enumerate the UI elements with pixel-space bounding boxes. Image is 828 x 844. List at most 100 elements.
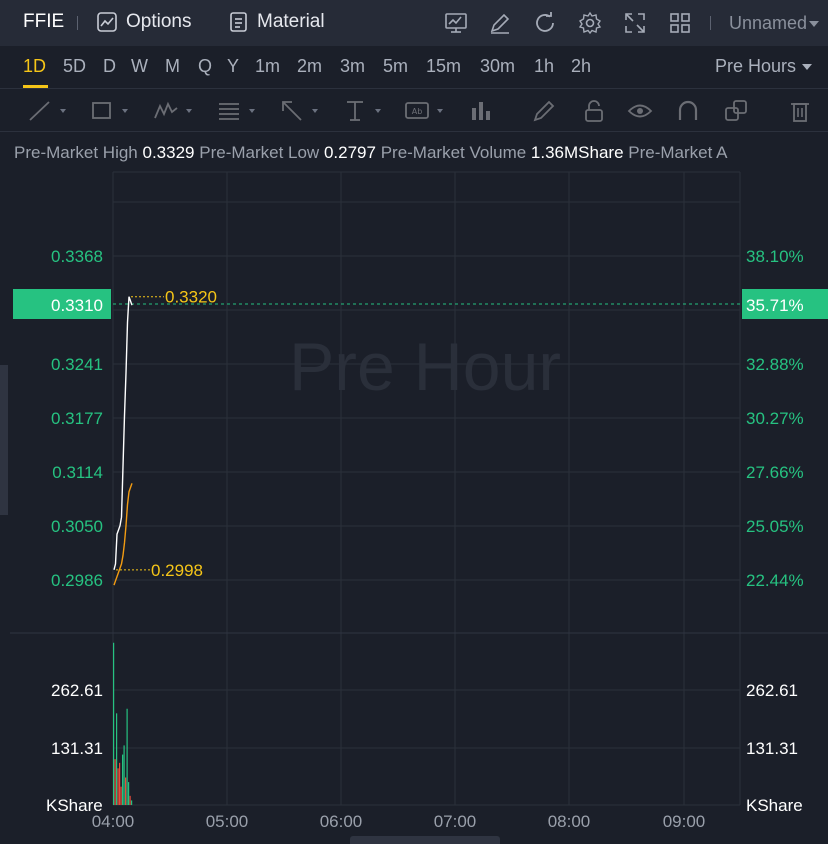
volume-tick-label: 262.61 xyxy=(746,681,798,700)
bottom-panel-handle[interactable] xyxy=(350,836,500,844)
interval-3m[interactable]: 3m xyxy=(340,56,366,76)
percent-tick-label: 32.88% xyxy=(746,355,804,374)
text-measure-icon[interactable] xyxy=(342,98,368,124)
price-markers: 0.3320 0.2998 xyxy=(116,288,217,580)
active-interval-indicator xyxy=(23,85,48,88)
percent-tick-label: 30.27% xyxy=(746,409,804,428)
time-tick-label: 08:00 xyxy=(548,812,591,831)
interval-y[interactable]: Y xyxy=(227,56,240,76)
interval-1h[interactable]: 1h xyxy=(534,56,555,76)
interval-q[interactable]: Q xyxy=(198,56,213,76)
material-button[interactable]: Material xyxy=(229,11,325,33)
high-label: Pre-Market High xyxy=(14,143,138,162)
current-price-badge xyxy=(13,289,111,319)
chevron-down-icon xyxy=(375,109,381,113)
interval-5d[interactable]: 5D xyxy=(63,56,87,76)
interval-5m[interactable]: 5m xyxy=(383,56,409,76)
fib-icon[interactable] xyxy=(216,98,242,124)
eye-icon[interactable] xyxy=(627,98,653,124)
interval-1d[interactable]: 1D xyxy=(23,56,47,76)
volume-value: 1.36MShare xyxy=(530,143,624,162)
chart-monitor-icon[interactable] xyxy=(444,11,468,35)
price-tick-label: 0.2986 xyxy=(51,571,103,590)
percent-tick-label: 27.66% xyxy=(746,463,804,482)
volume-bar xyxy=(119,762,121,805)
volume-label: Pre-Market Volume xyxy=(380,143,527,162)
time-axis-labels: 04:00 05:00 06:00 07:00 08:00 09:00 xyxy=(92,812,706,831)
time-tick-label: 09:00 xyxy=(663,812,706,831)
interval-15m[interactable]: 15m xyxy=(426,56,462,76)
chevron-down-icon xyxy=(802,64,813,71)
percent-tick-label: 38.10% xyxy=(746,247,804,266)
trash-icon[interactable] xyxy=(787,98,813,124)
options-label: Options xyxy=(126,11,192,32)
watermark: Pre Hour xyxy=(289,329,561,405)
interval-d[interactable]: D xyxy=(103,56,116,76)
arrow-icon[interactable] xyxy=(279,98,305,124)
session-label: Pre Hours xyxy=(715,56,797,76)
interval-30m[interactable]: 30m xyxy=(480,56,516,76)
price-tick-label: 0.3241 xyxy=(51,355,103,374)
layout-name: Unnamed xyxy=(729,13,808,33)
time-tick-label: 04:00 xyxy=(92,812,135,831)
volume-bars xyxy=(113,642,133,805)
time-tick-label: 05:00 xyxy=(206,812,249,831)
price-tick-label: 0.3177 xyxy=(51,409,103,428)
volume-unit-label: KShare xyxy=(46,796,103,815)
chevron-down-icon xyxy=(122,109,128,113)
chevron-down-icon xyxy=(437,109,443,113)
options-button[interactable]: Options xyxy=(96,11,191,33)
time-tick-label: 07:00 xyxy=(434,812,477,831)
stock-symbol[interactable]: FFIE xyxy=(23,11,65,32)
interval-2h[interactable]: 2h xyxy=(571,56,592,76)
header-separator-right xyxy=(710,16,711,30)
layers-icon[interactable] xyxy=(723,98,749,124)
volume-bar xyxy=(131,800,133,805)
interval-m[interactable]: M xyxy=(165,56,180,76)
pattern-icon[interactable] xyxy=(153,98,179,124)
trend-line-icon[interactable] xyxy=(27,98,53,124)
settings-icon[interactable] xyxy=(578,11,602,35)
interval-1m[interactable]: 1m xyxy=(255,56,281,76)
svg-text:Ab: Ab xyxy=(412,107,423,116)
interval-w[interactable]: W xyxy=(131,56,148,76)
document-icon xyxy=(230,12,247,32)
chevron-down-icon xyxy=(60,109,66,113)
volume-bar xyxy=(114,759,116,805)
layout-select[interactable]: Unnamed xyxy=(729,13,820,34)
volume-bar xyxy=(122,754,124,805)
current-price-label: 0.3310 xyxy=(51,296,103,315)
rectangle-icon[interactable] xyxy=(89,98,115,124)
pencil-icon[interactable] xyxy=(531,98,557,124)
refresh-icon[interactable] xyxy=(533,11,557,35)
edit-icon[interactable] xyxy=(488,11,512,35)
volume-tick-label: 262.61 xyxy=(51,681,103,700)
chevron-down-icon xyxy=(249,109,255,113)
price-lines xyxy=(113,296,133,586)
chevron-down-icon xyxy=(312,109,318,113)
volume-bar xyxy=(120,786,122,805)
percent-tick-label: 22.44% xyxy=(746,571,804,590)
high-value: 0.3329 xyxy=(142,143,195,162)
magnet-icon[interactable] xyxy=(675,98,701,124)
fullscreen-icon[interactable] xyxy=(623,11,647,35)
interval-2m[interactable]: 2m xyxy=(297,56,323,76)
grid-layout-icon[interactable] xyxy=(668,11,692,35)
session-select[interactable]: Pre Hours xyxy=(715,56,813,77)
chevron-down-icon xyxy=(809,21,820,28)
low-value: 0.2797 xyxy=(323,143,376,162)
time-tick-label: 06:00 xyxy=(320,812,363,831)
pre-market-stats: Pre-Market High 0.3329 Pre-Market Low 0.… xyxy=(14,143,727,163)
price-chart[interactable]: Pre Hour 0.33680.32410.31770.31140.30500… xyxy=(0,170,828,844)
low-marker-label: 0.2998 xyxy=(151,561,203,580)
annotation-icon[interactable]: Ab xyxy=(404,98,430,124)
percent-tick-label: 25.05% xyxy=(746,517,804,536)
high-marker-label: 0.3320 xyxy=(165,288,217,307)
bar-chart-icon[interactable] xyxy=(468,98,494,124)
chevron-down-icon xyxy=(186,109,192,113)
price-tick-label: 0.3114 xyxy=(52,463,103,482)
lock-icon[interactable] xyxy=(581,98,607,124)
left-panel-toggle[interactable] xyxy=(0,365,8,515)
volume-tick-label: 131.31 xyxy=(746,739,798,758)
volume-bar xyxy=(113,642,115,805)
